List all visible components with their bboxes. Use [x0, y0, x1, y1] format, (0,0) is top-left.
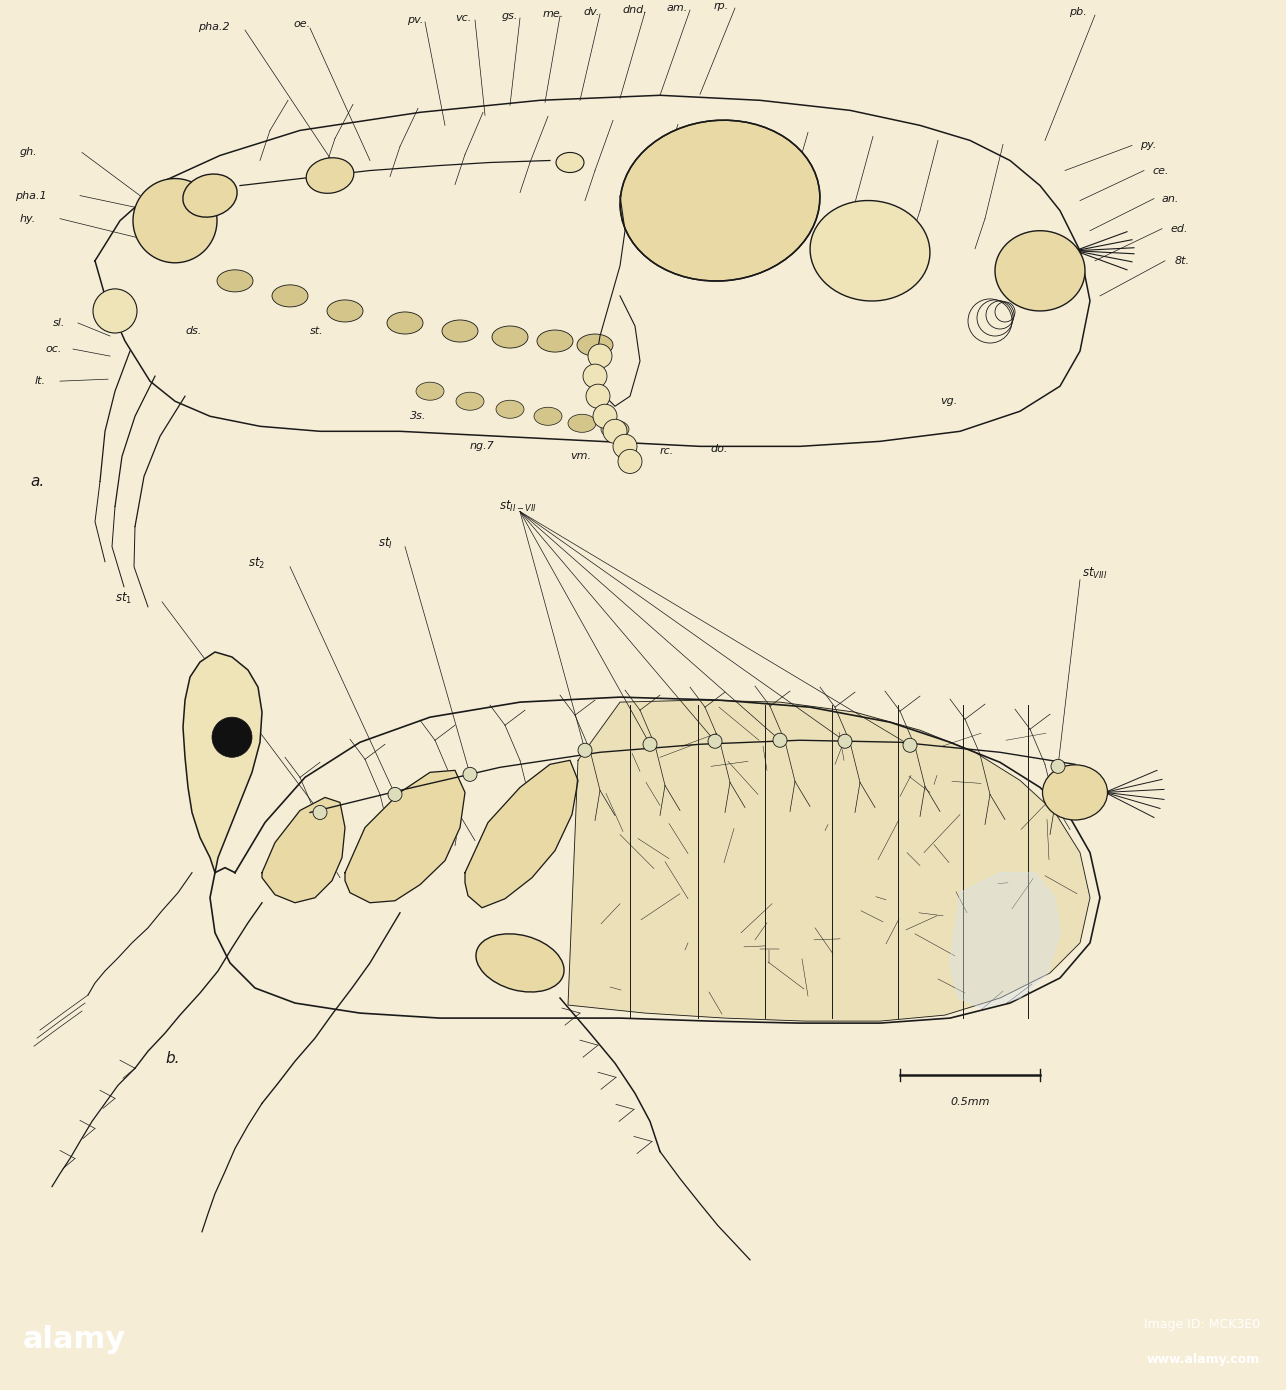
- Text: ce.: ce.: [1152, 165, 1169, 175]
- Circle shape: [583, 364, 607, 388]
- Text: $st_{VIII}$: $st_{VIII}$: [1082, 566, 1107, 581]
- Ellipse shape: [577, 334, 613, 356]
- Circle shape: [312, 805, 327, 820]
- Ellipse shape: [556, 153, 584, 172]
- Circle shape: [586, 384, 610, 409]
- Text: ng.7: ng.7: [469, 442, 495, 452]
- Circle shape: [1051, 759, 1065, 773]
- Text: Image ID: MCK3E0: Image ID: MCK3E0: [1145, 1319, 1260, 1332]
- Circle shape: [773, 734, 787, 748]
- Ellipse shape: [995, 231, 1085, 311]
- Text: rp.: rp.: [714, 1, 729, 11]
- Text: me.: me.: [543, 10, 563, 19]
- Ellipse shape: [1043, 765, 1107, 820]
- Circle shape: [643, 737, 657, 751]
- Ellipse shape: [810, 200, 930, 302]
- Text: $st_2$: $st_2$: [248, 556, 265, 571]
- Text: vm.: vm.: [570, 452, 592, 461]
- Text: www.alamy.com: www.alamy.com: [1147, 1354, 1260, 1366]
- Text: lt.: lt.: [35, 377, 46, 386]
- Text: py.: py.: [1139, 140, 1156, 150]
- Circle shape: [588, 345, 612, 368]
- Polygon shape: [568, 701, 1091, 1022]
- Text: an.: an.: [1163, 193, 1179, 203]
- Text: oe.: oe.: [293, 19, 310, 29]
- Text: ed.: ed.: [1170, 224, 1187, 234]
- Ellipse shape: [538, 329, 574, 352]
- Ellipse shape: [387, 311, 423, 334]
- Polygon shape: [183, 652, 262, 873]
- Circle shape: [463, 767, 477, 781]
- Ellipse shape: [217, 270, 253, 292]
- Ellipse shape: [568, 414, 595, 432]
- Text: st.: st.: [310, 327, 324, 336]
- Circle shape: [903, 738, 917, 752]
- Text: dnd.: dnd.: [622, 6, 647, 15]
- Circle shape: [709, 734, 721, 748]
- Circle shape: [619, 449, 642, 474]
- Text: alamy: alamy: [23, 1326, 126, 1354]
- Circle shape: [388, 787, 403, 802]
- Ellipse shape: [476, 934, 565, 992]
- Text: gs.: gs.: [502, 11, 518, 21]
- Text: hy.: hy.: [21, 214, 36, 224]
- Ellipse shape: [183, 174, 237, 217]
- Circle shape: [577, 744, 592, 758]
- Ellipse shape: [273, 285, 309, 307]
- Text: rc.: rc.: [660, 446, 674, 456]
- Text: 8t.: 8t.: [1175, 256, 1190, 265]
- Ellipse shape: [601, 420, 629, 438]
- Ellipse shape: [306, 157, 354, 193]
- Text: am.: am.: [666, 3, 688, 13]
- Text: dv.: dv.: [584, 7, 601, 17]
- Circle shape: [838, 734, 853, 748]
- Text: pha.2: pha.2: [198, 22, 230, 32]
- Circle shape: [593, 404, 617, 428]
- Text: pv.: pv.: [406, 15, 423, 25]
- Ellipse shape: [442, 320, 478, 342]
- Polygon shape: [466, 760, 577, 908]
- Polygon shape: [950, 873, 1060, 1008]
- Text: b.: b.: [165, 1051, 180, 1066]
- Text: ds.: ds.: [185, 327, 202, 336]
- Text: $st_1$: $st_1$: [114, 591, 132, 606]
- Text: pha.1: pha.1: [15, 190, 46, 200]
- Ellipse shape: [534, 407, 562, 425]
- Text: do.: do.: [710, 445, 728, 455]
- Circle shape: [603, 420, 628, 443]
- Text: sl.: sl.: [53, 318, 66, 328]
- Text: vg.: vg.: [940, 396, 957, 406]
- Text: vc.: vc.: [455, 13, 471, 24]
- Text: pb.: pb.: [1069, 7, 1087, 17]
- Ellipse shape: [415, 382, 444, 400]
- Circle shape: [132, 178, 217, 263]
- Text: $st_{II-VII}$: $st_{II-VII}$: [499, 499, 538, 514]
- Circle shape: [93, 289, 138, 334]
- Text: gh.: gh.: [21, 147, 37, 157]
- Ellipse shape: [496, 400, 523, 418]
- Circle shape: [613, 434, 637, 459]
- Polygon shape: [262, 798, 345, 902]
- Polygon shape: [345, 770, 466, 902]
- Circle shape: [212, 717, 252, 758]
- Ellipse shape: [620, 120, 820, 281]
- Ellipse shape: [493, 327, 529, 348]
- Text: 0.5mm: 0.5mm: [950, 1097, 990, 1108]
- Text: 3s.: 3s.: [410, 411, 427, 421]
- Text: a.: a.: [30, 474, 44, 489]
- Ellipse shape: [457, 392, 484, 410]
- Text: oc.: oc.: [45, 345, 62, 354]
- Text: $st_I$: $st_I$: [378, 535, 394, 550]
- Ellipse shape: [327, 300, 363, 322]
